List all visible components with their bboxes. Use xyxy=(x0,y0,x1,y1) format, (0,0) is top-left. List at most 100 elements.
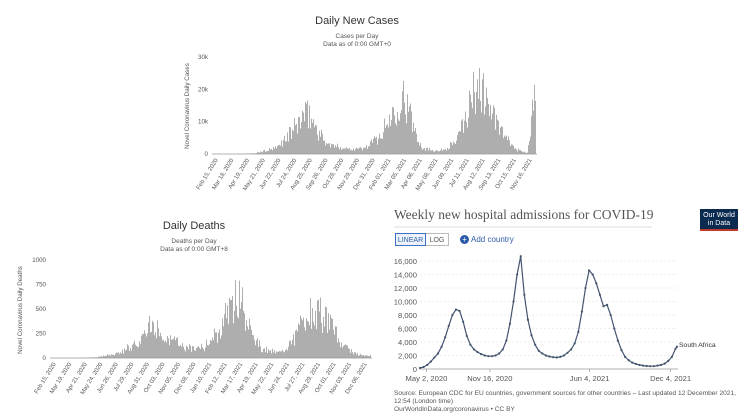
cases-bar xyxy=(414,130,415,154)
hosp-data-point xyxy=(548,355,551,358)
cases-bar xyxy=(362,150,363,154)
deaths-bar xyxy=(248,329,249,358)
hosp-data-point xyxy=(616,339,619,342)
cases-bar xyxy=(381,138,382,154)
deaths-bar xyxy=(318,299,319,358)
cases-bar xyxy=(484,114,485,154)
deaths-bar xyxy=(289,340,290,358)
deaths-bar xyxy=(214,328,215,358)
hosp-data-point xyxy=(566,351,569,354)
cases-bar xyxy=(320,136,321,154)
hosp-data-point xyxy=(418,366,422,370)
deaths-bar xyxy=(323,316,324,358)
cases-bar xyxy=(468,117,469,154)
deaths-bar xyxy=(224,314,225,358)
cases-bar xyxy=(257,152,258,154)
hosp-data-point xyxy=(627,359,630,362)
deaths-bar xyxy=(325,306,326,358)
hosp-data-point xyxy=(609,313,612,317)
cases-bar xyxy=(272,150,273,154)
deaths-bar xyxy=(106,355,107,358)
cases-bar xyxy=(480,100,481,154)
deaths-bar xyxy=(367,355,368,358)
hosp-data-point xyxy=(472,348,476,351)
hosp-x-tick-label: Jun 4, 2021 xyxy=(570,374,610,383)
deaths-bar xyxy=(170,335,171,358)
linear-scale-toggle[interactable]: LINEAR xyxy=(395,233,426,246)
deaths-bar xyxy=(297,331,298,358)
deaths-bar xyxy=(117,352,118,358)
cases-bar xyxy=(535,100,536,154)
logo-line-2: in Data xyxy=(707,220,731,227)
deaths-bar xyxy=(125,350,126,358)
cases-bar xyxy=(517,151,518,154)
cases-bar xyxy=(322,133,323,154)
cases-bar xyxy=(529,140,530,154)
cases-bar xyxy=(271,148,272,154)
deaths-bar xyxy=(128,345,129,358)
deaths-bar xyxy=(338,338,339,358)
deaths-bar xyxy=(199,347,200,358)
deaths-bar xyxy=(271,353,272,358)
deaths-bar xyxy=(219,329,220,358)
cases-bar xyxy=(302,110,303,154)
deaths-bar xyxy=(121,353,122,358)
hosp-data-point xyxy=(667,359,670,362)
cases-bar xyxy=(506,135,507,154)
deaths-bar xyxy=(159,336,160,358)
cases-bar xyxy=(398,119,399,154)
hosp-data-point xyxy=(516,273,519,276)
deaths-bar xyxy=(329,329,330,358)
cases-bar xyxy=(439,151,440,154)
cases-y-ticks: 0 10k 20k 30k xyxy=(198,54,209,158)
cases-bar xyxy=(392,106,393,154)
hosp-gridlines xyxy=(420,260,677,356)
deaths-bar xyxy=(210,340,211,358)
cases-bar xyxy=(314,127,315,154)
hosp-data-point xyxy=(613,327,616,330)
cases-bar xyxy=(263,150,264,154)
log-scale-toggle[interactable]: LOG xyxy=(426,233,449,246)
deaths-bar xyxy=(350,352,351,358)
deaths-bar xyxy=(307,320,308,358)
hosp-data-point xyxy=(480,353,483,356)
cases-bar xyxy=(408,111,409,154)
deaths-bar xyxy=(250,325,251,358)
cases-bar xyxy=(453,141,454,154)
cases-data-as-of: Data as of 0:00 GMT+0 xyxy=(323,41,391,48)
cases-bar xyxy=(315,124,316,154)
cases-bar xyxy=(417,141,418,154)
hosp-data-point xyxy=(541,352,544,355)
deaths-bar xyxy=(264,348,265,358)
deaths-bar xyxy=(208,345,209,358)
hosp-data-point xyxy=(663,362,666,365)
deaths-bar xyxy=(287,350,288,358)
cases-bar xyxy=(307,100,308,154)
deaths-bar xyxy=(363,355,364,358)
deaths-bar xyxy=(354,352,355,358)
hosp-data-point xyxy=(458,309,461,313)
deaths-bar xyxy=(212,337,213,358)
deaths-bar xyxy=(133,343,134,358)
cases-bar xyxy=(462,119,463,154)
deaths-bar xyxy=(311,328,312,358)
deaths-bar xyxy=(252,334,253,358)
deaths-bar xyxy=(336,326,337,358)
deaths-bar xyxy=(197,346,198,358)
hosp-data-point xyxy=(580,310,584,313)
deaths-bar xyxy=(315,310,316,358)
deaths-bar xyxy=(228,324,229,358)
deaths-bar xyxy=(232,295,233,358)
deaths-bar xyxy=(302,320,303,358)
deaths-bar xyxy=(132,344,133,358)
hosp-data-point xyxy=(444,336,447,339)
deaths-bar xyxy=(275,353,276,358)
cases-bar xyxy=(514,148,515,154)
our-world-in-data-logo[interactable]: Our World in Data xyxy=(700,209,738,231)
deaths-bar xyxy=(225,302,226,358)
deaths-bar xyxy=(164,341,165,358)
deaths-bar xyxy=(292,339,293,358)
deaths-bar xyxy=(260,346,261,358)
add-country-button[interactable]: + Add country xyxy=(460,233,514,246)
cases-bar xyxy=(487,97,488,154)
